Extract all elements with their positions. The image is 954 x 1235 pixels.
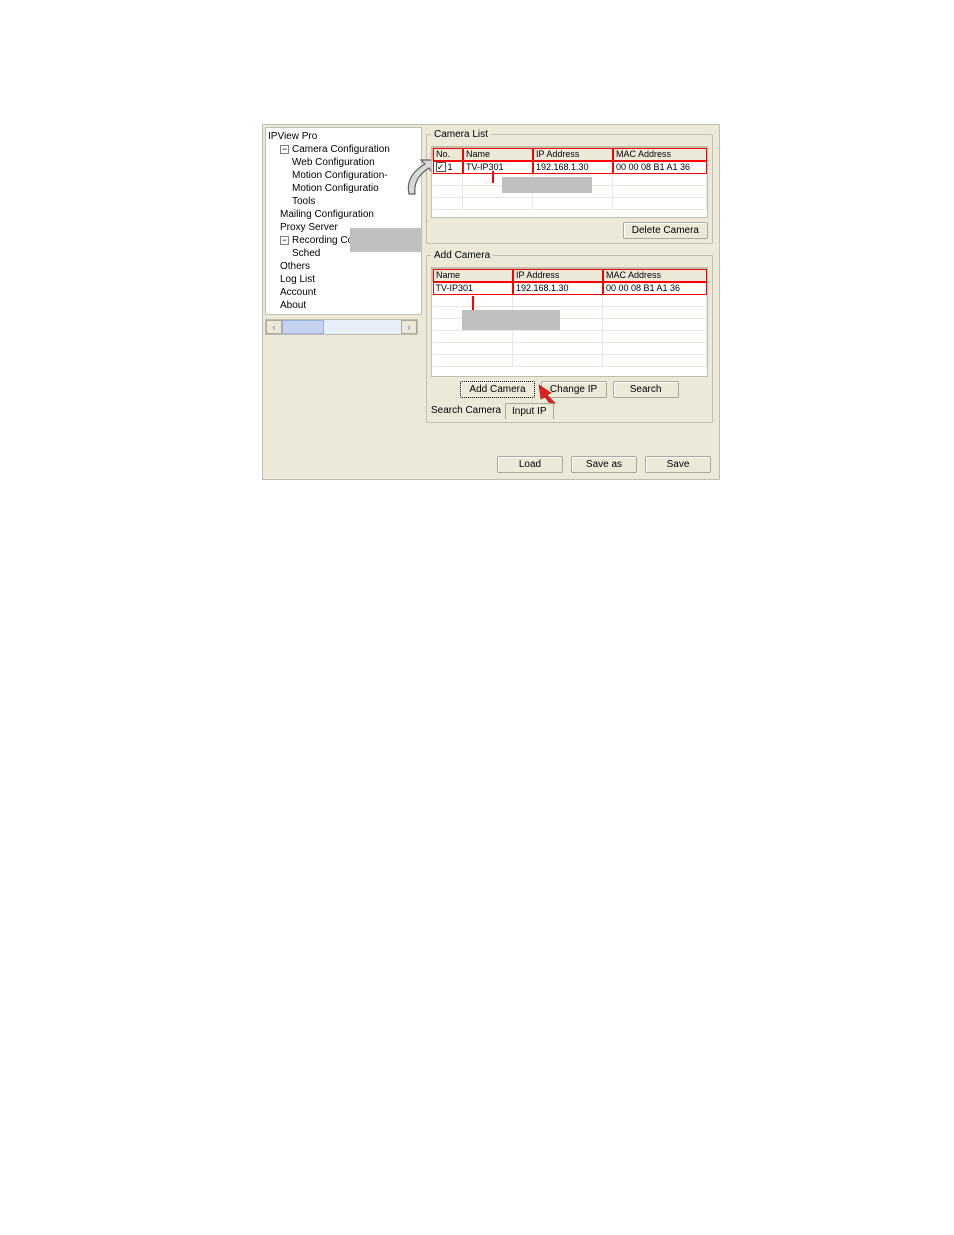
add-camera-group: Add Camera Name IP Address MAC Address T… [426,250,713,423]
save-button[interactable]: Save [645,456,711,473]
col-ip[interactable]: IP Address [533,148,613,161]
tree-item-mailing[interactable]: Mailing Configuration [268,208,419,221]
gray-block [462,310,560,330]
minus-icon[interactable]: − [280,145,289,154]
scroll-right-icon[interactable]: › [401,320,417,334]
camera-list-group: Camera List No. Name IP Address MAC Addr… [426,129,713,244]
camera-list-btn-row: Delete Camera [431,218,708,239]
left-column: IPView Pro − Camera Configuration Web Co… [263,125,420,450]
scroll-thumb[interactable] [282,320,324,334]
tab-input-ip[interactable]: Input IP [505,403,553,419]
add-camera-grid: Name IP Address MAC Address TV-IP301 192… [431,267,708,377]
tree-item-others[interactable]: Others [268,260,419,273]
table-row [433,331,707,343]
tree-root: IPView Pro − Camera Configuration Web Co… [268,130,419,312]
cell-no: ✓1 [433,161,463,174]
save-as-button[interactable]: Save as [571,456,637,473]
table-row[interactable]: ✓1 TV-IP301 192.168.1.30 00 00 08 B1 A1 … [433,161,707,174]
col-ip[interactable]: IP Address [513,269,603,282]
red-tick [492,171,494,183]
minus-icon[interactable]: − [280,236,289,245]
tree-item-motion-config-2[interactable]: Motion Configuratio [268,182,419,195]
search-button[interactable]: Search [613,381,679,398]
tree-item-loglist[interactable]: Log List [268,273,419,286]
camera-list-grid: No. Name IP Address MAC Address ✓1 TV-IP… [431,146,708,218]
table-row [433,355,707,367]
tree-item-tools[interactable]: Tools [268,195,419,208]
gray-block [502,177,592,193]
tree-item-camera-config[interactable]: − Camera Configuration [268,143,419,156]
col-mac[interactable]: MAC Address [603,269,707,282]
right-panel: Camera List No. Name IP Address MAC Addr… [420,125,719,450]
col-no[interactable]: No. [433,148,463,161]
tree-item-motion-config-1[interactable]: Motion Configuration- [268,169,419,182]
col-mac[interactable]: MAC Address [613,148,707,161]
scroll-left-icon[interactable]: ‹ [266,320,282,334]
table-header-row: No. Name IP Address MAC Address [433,148,707,161]
tree-item-about[interactable]: About [268,299,419,312]
delete-camera-button[interactable]: Delete Camera [623,222,708,239]
app-window: IPView Pro − Camera Configuration Web Co… [262,124,720,480]
add-camera-button[interactable]: Add Camera [460,381,534,398]
bottom-bar: Load Save as Save [263,450,719,479]
tree-root-node[interactable]: IPView Pro [268,130,419,143]
camera-list-legend: Camera List [431,129,491,140]
tree-root-label: IPView Pro [268,130,317,143]
scroll-track[interactable] [282,320,401,334]
gray-block [350,228,422,252]
add-camera-tabs: Search Camera Input IP [431,402,708,418]
cell-ip: 192.168.1.30 [513,282,603,295]
table-row[interactable]: TV-IP301 192.168.1.30 00 00 08 B1 A1 36 [433,282,707,295]
col-name[interactable]: Name [463,148,533,161]
table-row [433,198,707,210]
tree-item-web-config[interactable]: Web Configuration [268,156,419,169]
tab-search-camera[interactable]: Search Camera [431,405,501,416]
tree-panel: IPView Pro − Camera Configuration Web Co… [265,127,422,315]
table-header-row: Name IP Address MAC Address [433,269,707,282]
cell-name: TV-IP301 [433,282,513,295]
cell-mac: 00 00 08 B1 A1 36 [613,161,707,174]
col-name[interactable]: Name [433,269,513,282]
change-ip-button[interactable]: Change IP [541,381,607,398]
table-row [433,343,707,355]
red-tick [472,296,474,310]
checkbox-icon[interactable]: ✓ [436,162,446,172]
cell-mac: 00 00 08 B1 A1 36 [603,282,707,295]
tree-item-account[interactable]: Account [268,286,419,299]
add-camera-legend: Add Camera [431,250,493,261]
cell-ip: 192.168.1.30 [533,161,613,174]
tree-scrollbar[interactable]: ‹ › [265,319,418,335]
add-camera-btn-row: Add Camera Change IP Search [431,377,708,400]
main-area: IPView Pro − Camera Configuration Web Co… [263,125,719,450]
cell-name: TV-IP301 [463,161,533,174]
load-button[interactable]: Load [497,456,563,473]
